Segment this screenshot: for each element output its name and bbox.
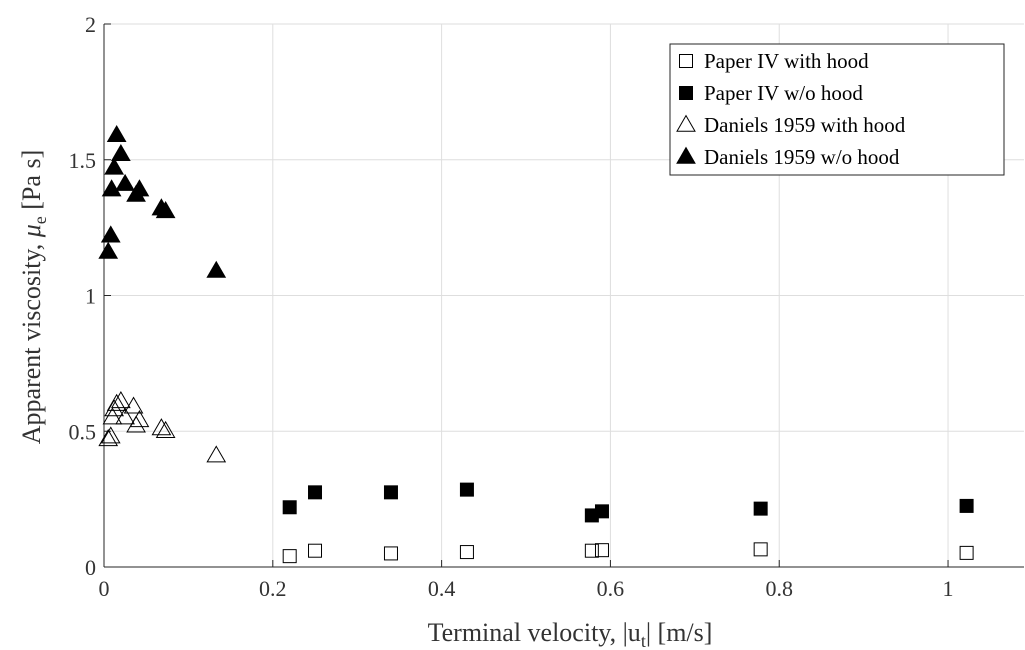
legend-item: Paper IV w/o hood bbox=[679, 81, 863, 105]
y-axis-title: Apparent viscosity, μe [Pa s] bbox=[17, 150, 50, 445]
x-tick-label: 0.8 bbox=[765, 576, 793, 601]
data-point bbox=[129, 410, 150, 428]
data-point bbox=[101, 179, 122, 197]
y-tick-label: 1.5 bbox=[69, 148, 97, 173]
x-tick-label: 1 bbox=[943, 576, 954, 601]
data-point bbox=[308, 543, 323, 558]
data-point bbox=[206, 260, 227, 278]
axes bbox=[103, 23, 1024, 568]
data-point bbox=[100, 225, 121, 243]
legend-label: Paper IV with hood bbox=[704, 49, 869, 73]
data-point bbox=[111, 391, 131, 409]
data-point bbox=[98, 241, 119, 259]
data-point bbox=[115, 407, 135, 425]
data-point bbox=[584, 543, 599, 558]
data-point bbox=[98, 429, 119, 447]
data-point bbox=[959, 498, 974, 513]
legend-item: Daniels 1959 w/o hood bbox=[676, 145, 900, 169]
data-point bbox=[115, 173, 135, 191]
data-point bbox=[151, 418, 172, 436]
y-tick-label: 2 bbox=[85, 12, 96, 37]
legend-marker bbox=[676, 146, 696, 164]
data-point bbox=[106, 124, 127, 143]
data-point bbox=[383, 546, 398, 561]
data-point bbox=[282, 500, 297, 515]
legend-marker bbox=[679, 54, 693, 68]
data-point bbox=[959, 545, 974, 560]
legend-item: Paper IV with hood bbox=[679, 49, 869, 73]
data-point bbox=[459, 482, 474, 497]
y-tick-label: 0 bbox=[85, 555, 96, 580]
data-point bbox=[594, 504, 609, 519]
data-point bbox=[459, 545, 474, 560]
data-point bbox=[129, 179, 150, 197]
x-tick-label: 0 bbox=[99, 576, 110, 601]
data-point bbox=[308, 485, 323, 500]
legend-label: Daniels 1959 w/o hood bbox=[704, 145, 900, 169]
series-0 bbox=[282, 542, 974, 564]
series-2 bbox=[98, 391, 227, 463]
legend-box bbox=[669, 43, 1005, 176]
data-point bbox=[100, 426, 121, 444]
data-point bbox=[753, 542, 768, 557]
series-1 bbox=[282, 482, 974, 523]
legend-label: Paper IV w/o hood bbox=[704, 81, 863, 105]
legend-marker bbox=[679, 86, 693, 100]
legend-label: Daniels 1959 with hood bbox=[704, 113, 906, 137]
tick-labels: 0 0.2 0.4 0.6 0.8 1 0 0.5 1 1.5 2 bbox=[69, 12, 954, 601]
data-point bbox=[106, 393, 127, 411]
data-point bbox=[753, 501, 768, 516]
data-point bbox=[123, 396, 144, 414]
y-tick-label: 1 bbox=[85, 284, 96, 309]
data-point bbox=[282, 549, 297, 564]
x-axis-title: Terminal velocity, |ut| [m/s] bbox=[428, 618, 713, 650]
data-point bbox=[111, 143, 131, 162]
data-point bbox=[155, 200, 176, 219]
legend-item: Daniels 1959 with hood bbox=[676, 113, 906, 137]
data-point bbox=[383, 485, 398, 500]
data-point bbox=[104, 157, 124, 175]
data-point bbox=[155, 420, 176, 438]
y-tick-label: 0.5 bbox=[69, 419, 97, 444]
data-point bbox=[594, 543, 609, 558]
x-tick-label: 0.4 bbox=[428, 576, 456, 601]
x-tick-label: 0.6 bbox=[597, 576, 625, 601]
x-tick-label: 0.2 bbox=[259, 576, 287, 601]
series-3 bbox=[98, 124, 227, 278]
grid bbox=[104, 23, 1024, 567]
data-point bbox=[206, 445, 227, 463]
legend-marker bbox=[676, 114, 696, 132]
data-points bbox=[98, 124, 974, 564]
legend: Paper IV with hood Paper IV w/o hood Danie… bbox=[669, 43, 1005, 176]
